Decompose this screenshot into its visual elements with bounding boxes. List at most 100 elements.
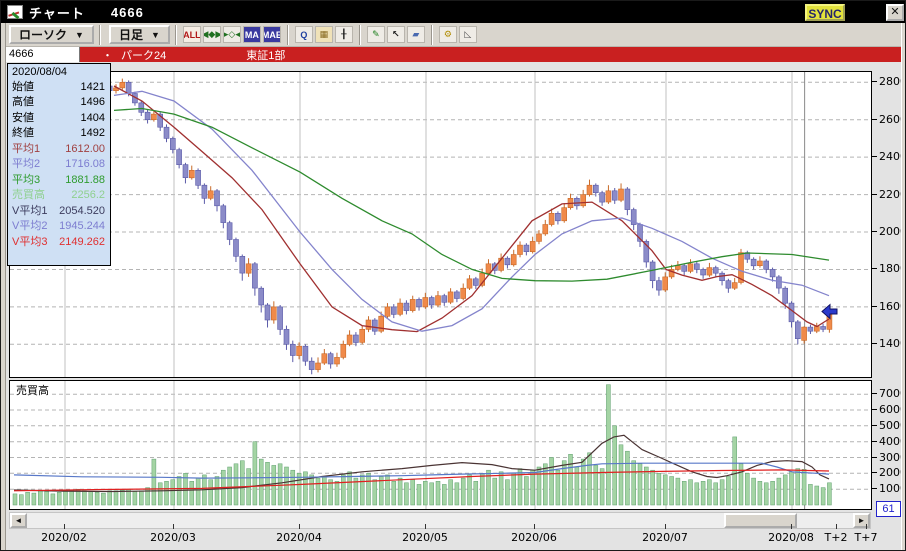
chart-settings-icon[interactable]: ▦ [314,26,333,43]
volume-axis-label: 1000 [879,482,906,496]
quote-info-panel: 2020/08/04 始値 1421 高値 1496 安値 1404 終値 1492 平均1 16… [7,63,111,266]
symbol-code-input[interactable]: 4666 [6,47,80,62]
close-button[interactable]: ✕ [886,4,904,21]
volume-axis-label: 2000 [879,466,906,480]
date-tick [534,524,535,529]
price-axis-label: 1400 [879,337,906,351]
date-tick [791,524,792,529]
date-axis-label: 2020/05 [402,531,448,544]
volume-axis-label: 6000 [879,403,906,416]
chart-type-label: ローソク [19,28,68,42]
price-tick [872,81,877,83]
volume-chart[interactable] [10,381,871,509]
info-row-value: 1492 [80,127,105,139]
info-row-value: 2054.520 [59,204,105,217]
price-axis-label: 2000 [879,225,906,238]
info-row-value: 1404 [80,111,105,124]
volume-axis-label: 5000 [879,418,906,432]
period-dropdown[interactable]: 日足 ▼ [108,25,170,44]
scroll-left-button[interactable]: ◄ [10,513,27,528]
price-tick [872,156,877,158]
info-row: 平均1 1612.00 [8,142,110,158]
candlestick-chart[interactable] [10,72,871,377]
current-price-arrow-marker [821,303,838,320]
info-row-label: 安値 [12,111,34,124]
chevron-down-icon: ▼ [75,29,84,40]
crosshair-grid-icon[interactable]: ╂ [334,26,353,43]
info-row-label: 終値 [12,127,34,139]
narrow-bars-icon[interactable]: ▶◇◀ [222,26,241,43]
window-frame-left [1,23,6,550]
draw-line-icon[interactable]: ✎ [366,26,385,43]
info-row: 終値 1492 [8,126,110,142]
time-scrollbar[interactable]: ◄ ► [9,512,871,529]
volume-tick [872,488,877,490]
drawing-tools-icon[interactable]: ◺ [458,26,477,43]
widen-bars-icon[interactable]: ◀◆▶ [202,26,221,43]
sync-button[interactable]: SYNC [805,4,845,21]
price-gridlines [10,72,871,377]
price-axis-label: 1600 [879,299,906,313]
info-row-label: 平均3 [12,173,41,186]
window-frame-right [901,23,905,550]
info-row-value: 2149.262 [59,235,105,248]
toolbar-separator [358,24,361,45]
info-row: 売買高 2256.2 [8,188,110,204]
date-axis-label: 2020/08 [768,531,814,544]
volume-tick [872,440,877,442]
date-axis-label: 2020/06 [511,531,557,544]
symbol-bar: 4666 ・ パーク24 東証1部 [6,47,903,62]
toolbar-separator [98,24,101,45]
info-row-value: 1881.88 [65,173,105,186]
date-tick [665,524,666,529]
info-row: 始値 1421 [8,80,110,96]
moving-average-icon[interactable]: MA [242,26,261,43]
price-axis-label: 2600 [879,112,906,126]
volume-ma-lines [13,434,830,493]
title-bar[interactable]: チャート 4666 SYNC ✕ [1,1,905,23]
select-cursor-icon[interactable]: ↖ [386,26,405,43]
info-row-label: 平均2 [12,158,41,170]
eraser-icon[interactable]: ▰ [406,26,425,43]
toolbar-separator [174,24,177,45]
scroll-right-button[interactable]: ► [853,513,870,528]
settings-gear-icon[interactable]: ⚙ [438,26,457,43]
date-tick [299,524,300,529]
date-axis-label: 2020/02 [41,531,87,544]
volume-tick [872,456,877,458]
date-axis-label: 2020/04 [276,531,322,544]
info-row-value: 2256.2 [71,189,105,201]
period-label: 日足 [118,28,143,42]
chart-type-dropdown[interactable]: ローソク ▼ [9,25,94,44]
date-axis-label: 2020/03 [150,531,196,544]
show-all-range-icon[interactable]: ALL [182,26,201,43]
volume-tick [872,393,877,395]
info-row: 平均3 1881.88 [8,173,110,189]
info-row-value: 1612.00 [65,142,105,155]
toolbar-separator [286,24,289,45]
info-row-label: 始値 [12,80,34,93]
volume-chart-pane[interactable]: 売買高 [9,380,872,510]
date-axis-label: T+2 [824,531,848,544]
info-row-value: 1496 [80,96,105,108]
scrollbar-thumb[interactable] [724,513,797,528]
info-row: 高値 1496 [8,95,110,111]
price-axis-label: 1800 [879,262,906,276]
price-axis-label: 2400 [879,150,906,164]
info-row: 安値 1404 [8,111,110,127]
date-axis-label: T+7 [854,531,878,544]
info-row-label: V平均1 [12,204,48,217]
price-tick [872,193,877,195]
price-tick [872,343,877,345]
moving-average-lines [113,85,830,333]
chevron-down-icon: ▼ [150,29,160,40]
window-title: チャート [29,5,85,21]
symbol-separator: ・ [102,49,113,62]
zoom-icon[interactable]: Q [294,26,313,43]
window-title-code: 4666 [110,4,144,20]
ma-envelope-icon[interactable]: MAE [262,26,281,43]
price-chart-pane[interactable] [9,71,872,378]
